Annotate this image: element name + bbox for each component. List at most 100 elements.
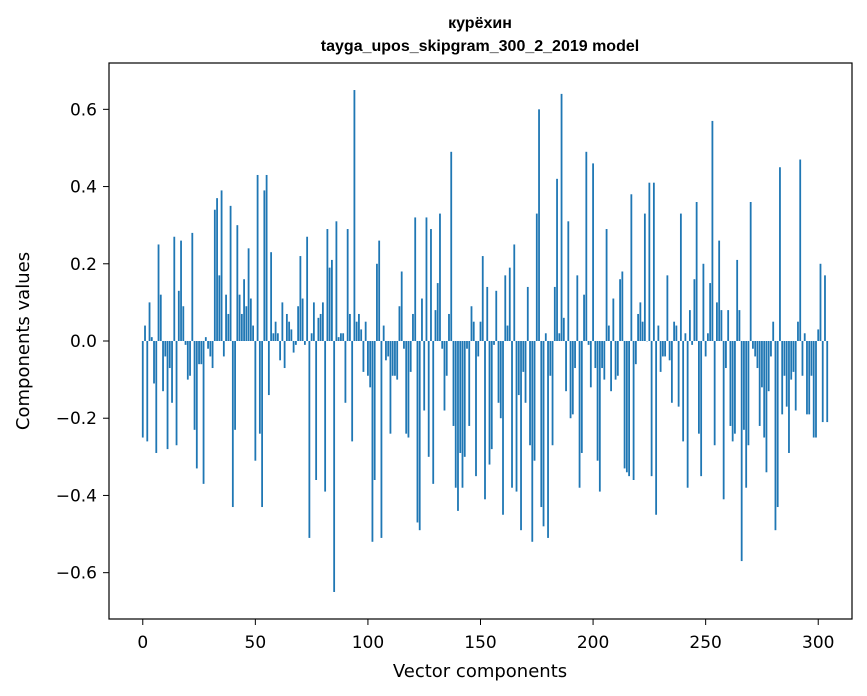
bar (666, 275, 669, 341)
bar (749, 202, 752, 341)
bar (585, 151, 588, 341)
bar (630, 194, 633, 341)
bar (463, 341, 466, 457)
bar (765, 341, 768, 473)
bar (409, 341, 412, 372)
bar (794, 341, 797, 411)
bar (727, 310, 730, 341)
bar (434, 310, 437, 341)
bar (504, 275, 507, 341)
bar (486, 286, 489, 341)
bar (448, 313, 450, 341)
bar (547, 341, 549, 538)
bar (695, 202, 698, 341)
bar (792, 341, 795, 372)
bar (499, 341, 502, 419)
bar (182, 306, 185, 341)
bar (781, 341, 784, 415)
bar (177, 290, 180, 341)
bar (506, 325, 509, 341)
bar (457, 341, 459, 511)
bar (263, 190, 266, 341)
bar (583, 294, 585, 341)
bar (358, 313, 360, 341)
bar (445, 341, 448, 376)
bar (709, 283, 712, 341)
bar (279, 341, 282, 361)
bar (229, 205, 232, 341)
bar (324, 341, 327, 492)
bar (817, 329, 820, 341)
bar (826, 341, 829, 423)
bar (767, 341, 770, 392)
bar (783, 341, 786, 376)
bar (619, 279, 621, 341)
plot-frame (108, 62, 853, 620)
bar (522, 341, 525, 372)
bar (601, 341, 603, 369)
chart-subtitle: tayga_upos_skipgram_300_2_2019 model (321, 38, 639, 55)
bar (225, 294, 227, 341)
bar (398, 306, 401, 341)
bar (385, 341, 387, 361)
bar (524, 341, 527, 403)
bar (565, 341, 567, 392)
bar (204, 337, 207, 341)
bar (490, 341, 493, 450)
bar (587, 341, 590, 345)
bar (144, 325, 146, 341)
bar (443, 341, 446, 411)
bar (369, 341, 372, 388)
bar (484, 341, 486, 500)
bar (416, 341, 419, 523)
bar (407, 341, 410, 438)
bar (803, 333, 806, 341)
bar (612, 298, 615, 341)
bar (664, 341, 667, 357)
bar (459, 341, 462, 453)
bar (326, 229, 329, 341)
bar (648, 182, 651, 341)
bar (720, 310, 723, 341)
bar (159, 294, 162, 341)
bar (711, 120, 714, 341)
bar (450, 151, 453, 341)
bar (297, 306, 300, 341)
bar (344, 341, 347, 403)
bar (556, 178, 558, 341)
bar (351, 341, 354, 442)
bar (475, 341, 477, 477)
bar (157, 244, 160, 341)
bar (529, 341, 531, 446)
bar (580, 341, 583, 453)
bar (812, 341, 815, 438)
bar (466, 341, 468, 349)
bar (427, 341, 430, 457)
bar (168, 341, 171, 369)
bar (200, 341, 203, 365)
bar (439, 213, 441, 341)
bar (531, 341, 534, 542)
bar (315, 341, 318, 480)
bar (722, 341, 725, 500)
bar (785, 341, 788, 407)
bar (362, 341, 365, 372)
bar (222, 341, 225, 357)
y-tick-label: 0.6 (70, 100, 97, 120)
bar (533, 341, 536, 461)
bar (258, 341, 261, 434)
bar (560, 93, 563, 341)
bar (454, 341, 457, 488)
bar (162, 341, 164, 392)
bar (436, 283, 439, 341)
bar (254, 341, 257, 461)
bar (227, 313, 230, 341)
bar (164, 341, 167, 357)
bar (364, 321, 367, 341)
bar (610, 341, 612, 392)
bar (261, 341, 263, 508)
bar (734, 341, 736, 434)
bar (479, 321, 482, 341)
bar (380, 341, 383, 538)
y-tick-label: 0.2 (70, 255, 97, 275)
